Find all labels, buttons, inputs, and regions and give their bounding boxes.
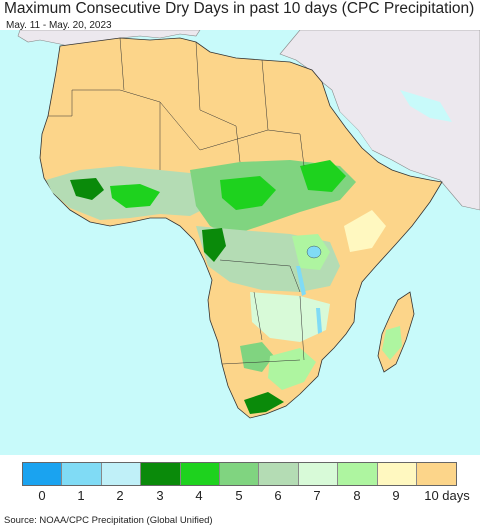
south-central: [250, 292, 330, 342]
legend-swatch-8: [338, 463, 378, 485]
legend-label-10: 10 days: [424, 488, 470, 503]
legend-label-7: 7: [313, 488, 321, 503]
legend-swatch-5: [219, 463, 260, 485]
legend-label-8: 8: [353, 488, 361, 503]
ethiopia-highlands: [300, 160, 346, 192]
color-legend: [22, 462, 458, 486]
legend-swatch-4: [180, 463, 220, 485]
legend-label-6: 6: [274, 488, 282, 503]
madagascar-wet: [382, 326, 402, 360]
legend-swatch-3: [141, 463, 181, 485]
west-africa-core: [70, 178, 104, 200]
legend-swatch-9: [377, 463, 417, 485]
legend-label-0: 0: [38, 488, 46, 503]
lake-malawi: [316, 308, 322, 334]
arabian-gulf: [400, 90, 452, 122]
lake-tanganyika: [296, 266, 306, 296]
country-borders: [48, 37, 305, 365]
legend-swatch-6: [259, 463, 299, 485]
lake-victoria: [306, 245, 322, 259]
legend-label-3: 3: [156, 488, 164, 503]
southern-wet: [240, 342, 274, 372]
legend-labels: 0 1 2 3 4 5 6 7 8 9 10 days: [22, 488, 480, 504]
africa-map: [0, 30, 480, 455]
legend-swatch-2: [101, 463, 142, 485]
red-sea: [322, 82, 378, 162]
legend-label-1: 1: [77, 488, 85, 503]
legend-label-9: 9: [392, 488, 400, 503]
legend-swatch-1: [62, 463, 102, 485]
gabon-coast: [202, 228, 226, 262]
legend-swatch-0: [23, 463, 63, 485]
legend-swatch-10: [416, 463, 457, 485]
legend-swatch-7: [298, 463, 339, 485]
east-coast-dry: [344, 210, 386, 252]
coastal-guinea: [110, 184, 160, 208]
source-credit: Source: NOAA/CPC Precipitation (Global U…: [4, 515, 213, 526]
date-range: May. 11 - May. 20, 2023: [6, 20, 112, 31]
central-africa-core: [220, 176, 276, 210]
cape-coast: [244, 392, 284, 414]
legend-label-5: 5: [235, 488, 243, 503]
map-title: Maximum Consecutive Dry Days in past 10 …: [4, 0, 475, 17]
legend-label-2: 2: [116, 488, 124, 503]
legend-label-4: 4: [195, 488, 203, 503]
